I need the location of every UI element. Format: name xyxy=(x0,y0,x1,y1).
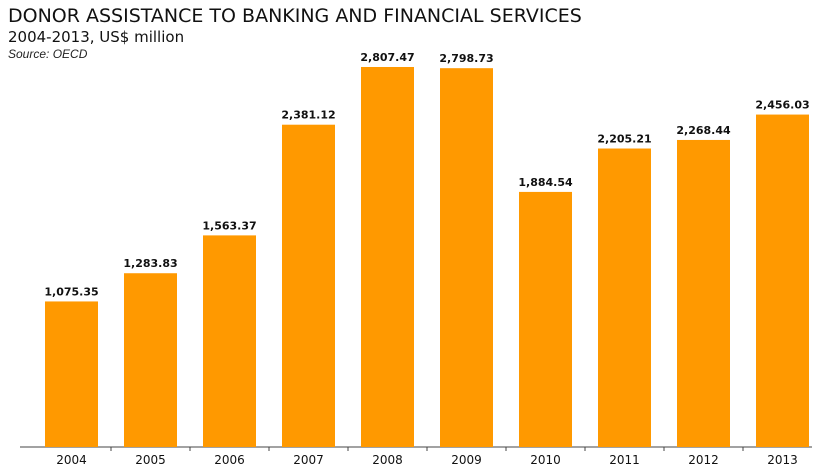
value-label-2007: 2,381.12 xyxy=(281,109,335,122)
value-label-2010: 1,884.54 xyxy=(518,176,573,189)
value-label-2005: 1,283.83 xyxy=(123,257,177,270)
x-tick-label-2012: 2012 xyxy=(688,453,719,467)
bar-2010 xyxy=(519,191,572,447)
bar-2004 xyxy=(45,301,98,447)
value-label-2004: 1,075.35 xyxy=(44,285,98,298)
value-label-2012: 2,268.44 xyxy=(676,124,731,137)
x-tick-label-2006: 2006 xyxy=(214,453,245,467)
x-tick-label-2008: 2008 xyxy=(372,453,403,467)
bar-2009 xyxy=(440,68,493,447)
chart-subtitle: 2004-2013, US$ million xyxy=(8,28,185,46)
chart-header: DONOR ASSISTANCE TO BANKING AND FINANCIA… xyxy=(8,4,582,62)
bar-2008 xyxy=(361,66,414,447)
value-label-2011: 2,205.21 xyxy=(597,133,651,146)
x-tick-label-2004: 2004 xyxy=(56,453,87,467)
bar-2011 xyxy=(598,148,651,447)
x-tick-label-2010: 2010 xyxy=(530,453,561,467)
bar-2013 xyxy=(756,114,809,447)
value-label-2009: 2,798.73 xyxy=(439,52,493,65)
x-tick-label-2009: 2009 xyxy=(451,453,482,467)
x-tick-label-2007: 2007 xyxy=(293,453,324,467)
bar-2006 xyxy=(203,235,256,447)
chart-source: Source: OECD xyxy=(8,47,88,61)
value-label-2013: 2,456.03 xyxy=(755,99,809,112)
bar-2012 xyxy=(677,139,730,447)
x-tick-label-2011: 2011 xyxy=(609,453,640,467)
x-tick-label-2013: 2013 xyxy=(767,453,798,467)
bar-2005 xyxy=(124,273,177,447)
x-tick-label-2005: 2005 xyxy=(135,453,166,467)
value-label-2006: 1,563.37 xyxy=(202,219,256,232)
bar-2007 xyxy=(282,124,335,447)
chart-title: DONOR ASSISTANCE TO BANKING AND FINANCIA… xyxy=(8,5,582,27)
value-label-2008: 2,807.47 xyxy=(360,51,414,64)
